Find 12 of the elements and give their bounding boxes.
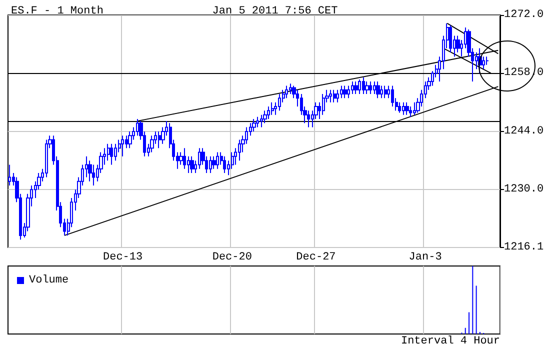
- x-tick-label: Dec-27: [296, 252, 336, 264]
- chart-title: ES.F - 1 Month: [11, 6, 104, 18]
- y-tick-label: 1230.0: [504, 184, 544, 196]
- y-tick-label: 1244.0: [504, 125, 544, 138]
- x-tick-label: Dec-13: [102, 252, 143, 264]
- y-tick-label: 1272.0: [504, 9, 544, 21]
- x-tick-label: Dec-20: [212, 252, 252, 264]
- legend-label: Volume: [29, 274, 69, 286]
- x-tick-label: Jan-3: [408, 252, 442, 264]
- y-tick-label: 1216.1: [504, 242, 544, 254]
- text: Interval 4 Hour: [400, 336, 500, 348]
- chart-subtitle: Jan 5 2011 7:56 CET: [212, 6, 338, 18]
